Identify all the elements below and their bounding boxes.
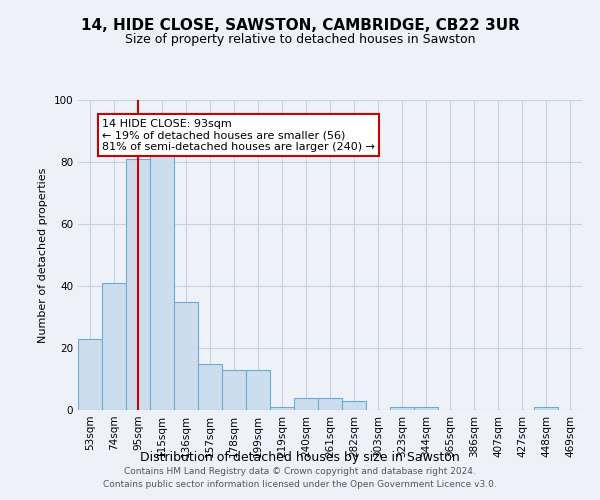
Y-axis label: Number of detached properties: Number of detached properties bbox=[38, 168, 48, 342]
Bar bbox=[246, 370, 270, 410]
Bar bbox=[534, 407, 558, 410]
Bar bbox=[294, 398, 318, 410]
Bar bbox=[222, 370, 246, 410]
Text: Size of property relative to detached houses in Sawston: Size of property relative to detached ho… bbox=[125, 32, 475, 46]
Text: Contains HM Land Registry data © Crown copyright and database right 2024.
Contai: Contains HM Land Registry data © Crown c… bbox=[103, 468, 497, 489]
Text: Distribution of detached houses by size in Sawston: Distribution of detached houses by size … bbox=[140, 451, 460, 464]
Bar bbox=[198, 364, 222, 410]
Text: 14, HIDE CLOSE, SAWSTON, CAMBRIDGE, CB22 3UR: 14, HIDE CLOSE, SAWSTON, CAMBRIDGE, CB22… bbox=[80, 18, 520, 32]
Bar bbox=[102, 283, 126, 410]
Bar bbox=[126, 159, 150, 410]
Bar bbox=[390, 407, 414, 410]
Bar bbox=[150, 150, 174, 410]
Bar bbox=[414, 407, 438, 410]
Bar bbox=[318, 398, 342, 410]
Bar bbox=[270, 407, 294, 410]
Text: 14 HIDE CLOSE: 93sqm
← 19% of detached houses are smaller (56)
81% of semi-detac: 14 HIDE CLOSE: 93sqm ← 19% of detached h… bbox=[102, 118, 375, 152]
Bar bbox=[342, 400, 366, 410]
Bar bbox=[78, 338, 102, 410]
Bar bbox=[174, 302, 198, 410]
